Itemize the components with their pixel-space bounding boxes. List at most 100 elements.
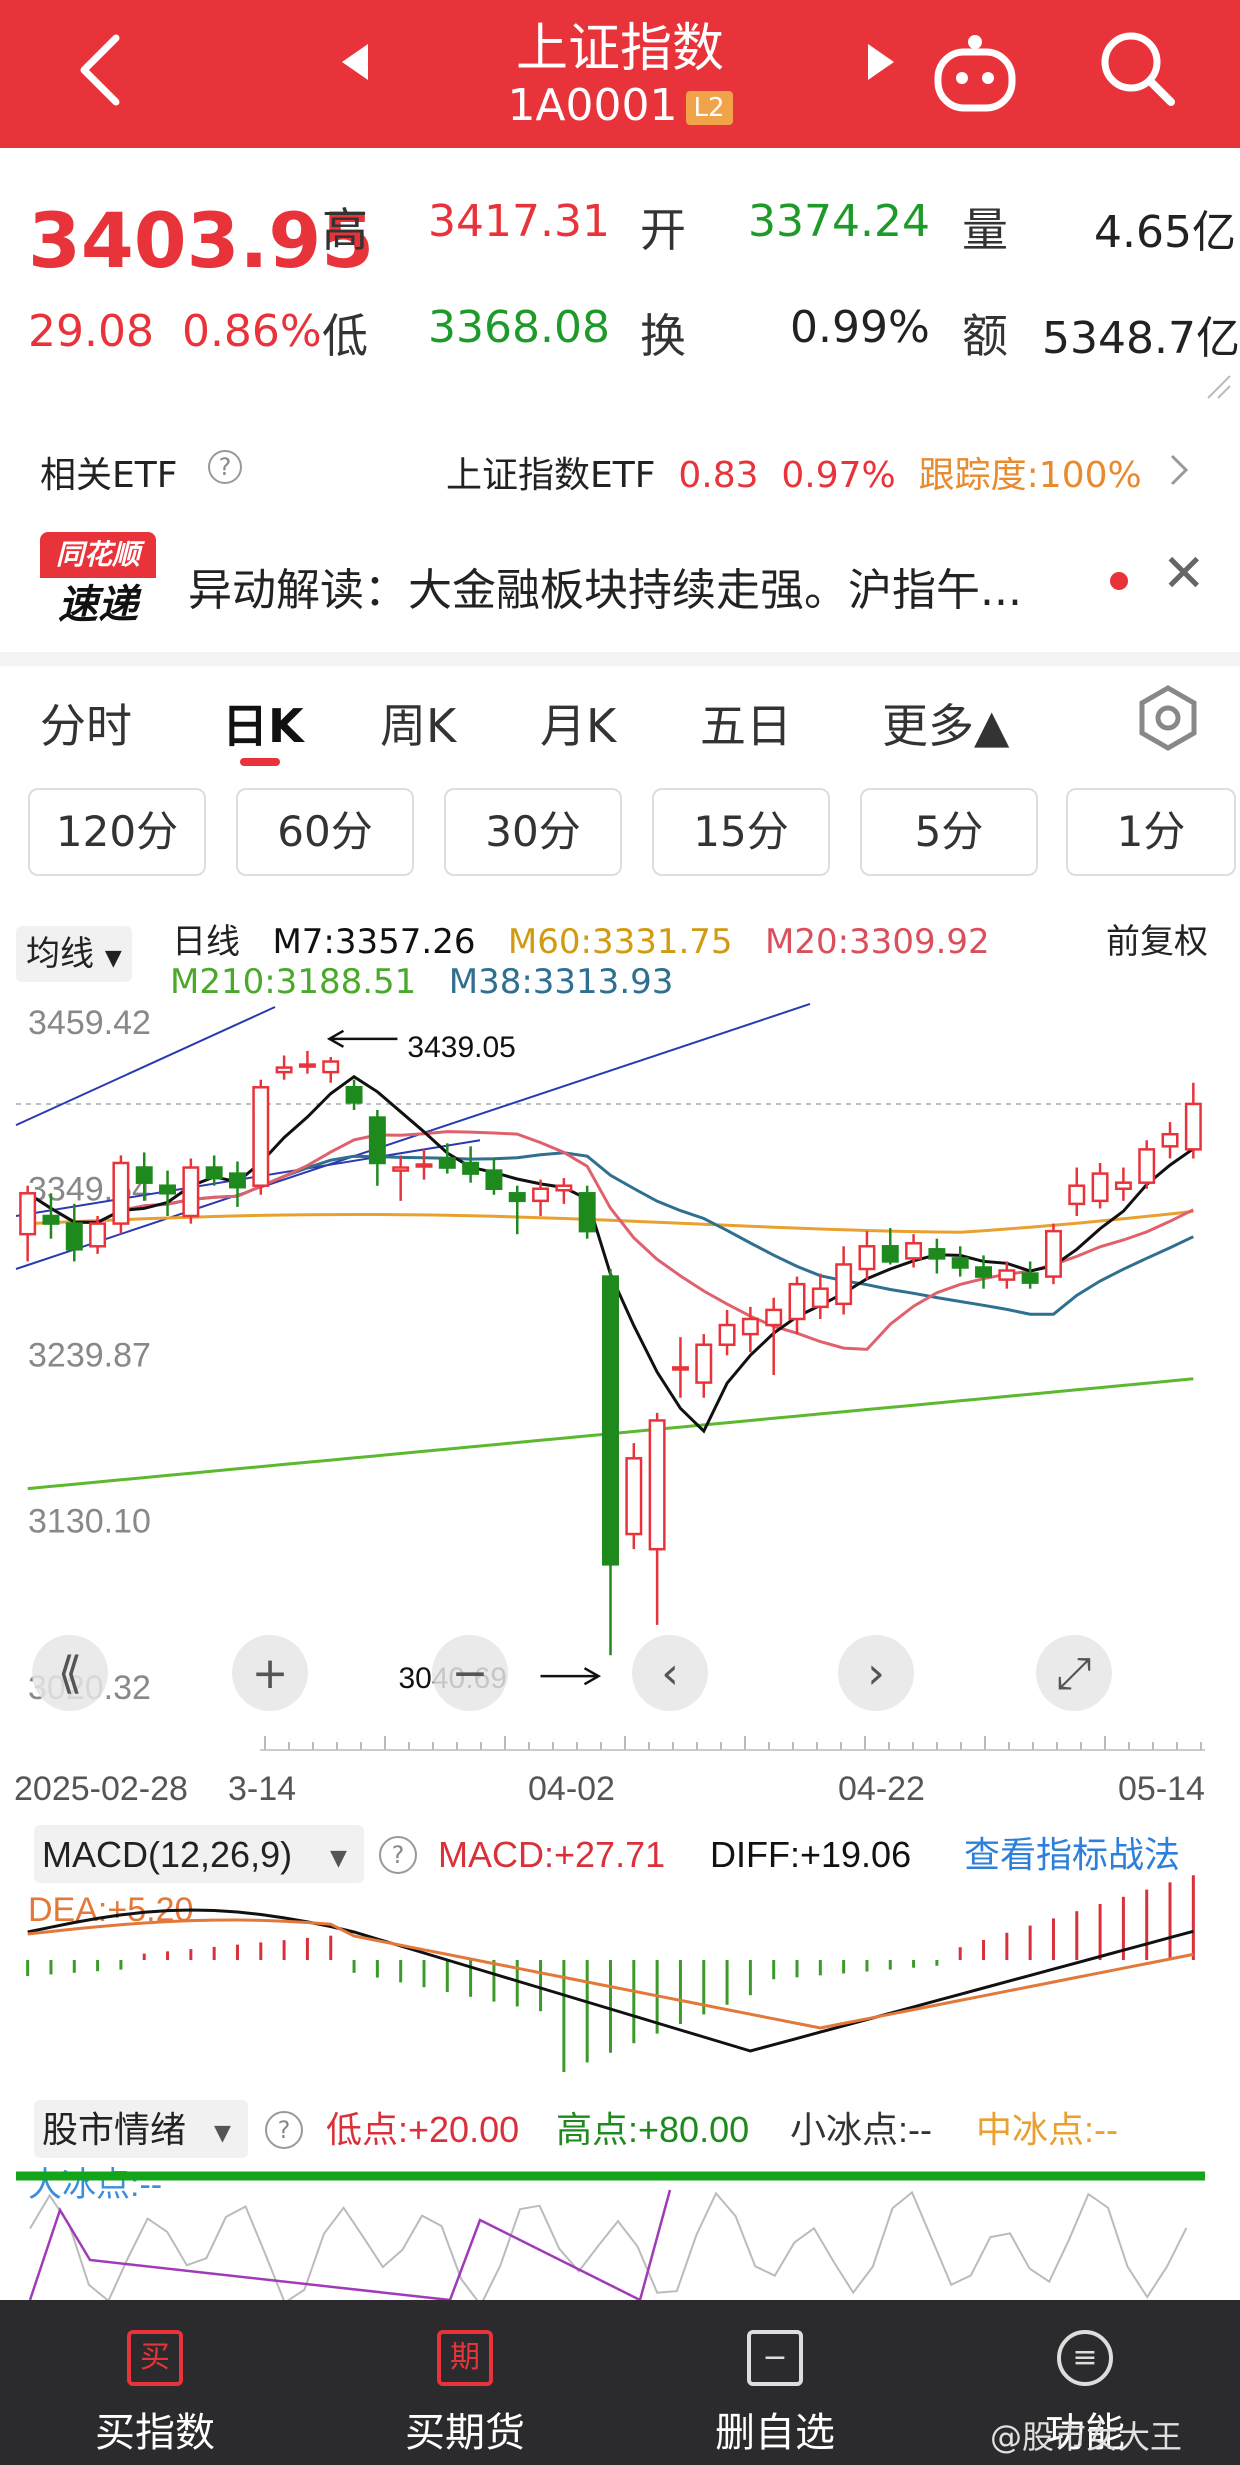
sentiment-selector-bg xyxy=(34,2100,248,2158)
open-value: 3374.24 xyxy=(748,196,930,247)
tab-intraday[interactable]: 分时 xyxy=(40,699,132,753)
volume-value: 4.65亿 xyxy=(1094,207,1236,258)
low-label: 低 xyxy=(322,309,368,363)
candle-body xyxy=(602,1275,619,1566)
period-60m-button[interactable]: 60分 xyxy=(236,788,414,876)
ma-selector[interactable]: 均线 ▼ xyxy=(16,926,132,982)
minus-icon: − xyxy=(747,2330,803,2386)
candle-body xyxy=(485,1169,503,1190)
candle-body xyxy=(1114,1181,1132,1190)
candle-body xyxy=(1138,1148,1156,1184)
search-icon[interactable] xyxy=(1095,26,1179,110)
x-axis-label: 04-22 xyxy=(838,1770,925,1808)
related-etf-label: 相关ETF xyxy=(40,455,178,496)
kline-chart-area: 均线 ▼ 日线 M7:3357.26 M60:3331.75 M20:3309.… xyxy=(0,900,1240,2300)
scroll-left-icon[interactable]: ‹ xyxy=(661,1648,679,1699)
menu-icon: ≡ xyxy=(1057,2330,1113,2386)
news-banner[interactable]: 同花顺 速递 异动解读：大金融板块持续走强。沪指午... ✕ xyxy=(0,520,1240,640)
chevron-right-icon[interactable] xyxy=(1168,452,1190,488)
candle-body xyxy=(648,1419,666,1551)
zoom-in-icon[interactable]: + xyxy=(252,1648,289,1699)
robot-assistant-icon[interactable] xyxy=(930,28,1020,118)
quote-panel: 3403.95 29.08 0.86% 高 3417.31 开 3374.24 … xyxy=(0,148,1240,408)
candle-body xyxy=(1161,1132,1179,1148)
low-arrow-head xyxy=(583,1667,602,1686)
help-icon xyxy=(379,1836,417,1874)
news-text[interactable]: 异动解读：大金融板块持续走强。沪指午... xyxy=(188,565,1022,616)
dropdown-icon: ▼ xyxy=(330,1846,347,1871)
period-5m-button[interactable]: 5分 xyxy=(860,788,1038,876)
open-label: 开 xyxy=(640,203,686,257)
functions-button[interactable]: ≡ 功能 xyxy=(930,2300,1240,2465)
close-icon[interactable]: ✕ xyxy=(1162,544,1206,604)
etf-price: 0.83 xyxy=(678,455,759,496)
kline-chart[interactable]: 3459.423349.543239.873130.103020.323439.… xyxy=(0,900,1240,2300)
tab-more[interactable]: 更多▲ xyxy=(882,699,1010,753)
candle-body xyxy=(625,1457,643,1536)
tonghuashun-logo: 同花顺 速递 xyxy=(40,532,156,632)
scroll-right-icon[interactable]: › xyxy=(867,1648,885,1699)
back-icon[interactable] xyxy=(72,30,132,110)
candle-body xyxy=(858,1245,876,1271)
indicator-strategy-link[interactable]: 查看指标战法 xyxy=(964,1834,1180,1875)
help-icon[interactable]: ? xyxy=(208,450,242,484)
adjust-mode[interactable]: 前复权 xyxy=(1106,922,1208,962)
corner-triangle-icon xyxy=(1207,375,1231,399)
etf-info[interactable]: 上证指数ETF 0.83 0.97% 跟踪度:100% xyxy=(446,446,1142,498)
next-stock-icon[interactable] xyxy=(866,42,896,82)
help-icon-glyph: ? xyxy=(278,2116,291,2144)
tab-daily-k[interactable]: 日K xyxy=(222,699,304,753)
sentiment-purple-line xyxy=(28,2189,672,2300)
sentiment-low: 低点:+20.00 xyxy=(326,2109,519,2150)
bottom-nav: 买 买指数 期 买期货 − 删自选 ≡ 功能 xyxy=(0,2300,1240,2465)
candle-body xyxy=(951,1257,969,1269)
high-value: 3417.31 xyxy=(428,196,610,247)
price-change-value: 29.08 xyxy=(28,306,154,357)
volume-label: 量 xyxy=(962,203,1008,257)
remove-watchlist-button[interactable]: − 删自选 xyxy=(620,2300,930,2465)
turnover-value: 0.99% xyxy=(790,302,930,353)
period-120m-button[interactable]: 120分 xyxy=(28,788,206,876)
period-30m-button[interactable]: 30分 xyxy=(444,788,622,876)
candle-body xyxy=(998,1269,1016,1281)
settings-icon[interactable] xyxy=(1134,684,1202,752)
zoom-out-far-icon[interactable]: ⟪ xyxy=(58,1648,82,1699)
candle-body xyxy=(555,1184,573,1192)
period-15m-button[interactable]: 15分 xyxy=(652,788,830,876)
x-axis-label: 05-14 xyxy=(1118,1770,1205,1808)
etf-pct: 0.97% xyxy=(781,455,896,496)
fullscreen-icon[interactable]: ⤢ xyxy=(1056,1648,1091,1699)
candle-body xyxy=(275,1066,293,1074)
prev-stock-icon[interactable] xyxy=(340,42,370,82)
candle-body xyxy=(229,1172,246,1189)
candle-body xyxy=(182,1166,200,1218)
price-change-pct: 0.86% xyxy=(181,306,322,357)
period-1m-button[interactable]: 1分 xyxy=(1066,788,1236,876)
candle-body xyxy=(975,1266,992,1278)
candle-body xyxy=(718,1323,736,1346)
ma60-value: M60:3331.75 xyxy=(507,922,733,962)
section-divider xyxy=(0,652,1240,666)
stock-code-text: 1A0001 xyxy=(507,80,678,131)
high-arrow-head xyxy=(326,1029,345,1048)
related-etf-row[interactable]: 相关ETF ? 上证指数ETF 0.83 0.97% 跟踪度:100% xyxy=(0,420,1240,510)
candle-body xyxy=(19,1192,37,1236)
high-label: 高 xyxy=(322,203,368,257)
candle-body xyxy=(42,1214,60,1225)
y-axis-label: 3459.42 xyxy=(28,1004,151,1042)
macd-selector-bg xyxy=(34,1825,364,1883)
level2-badge: L2 xyxy=(685,91,733,125)
candle-body xyxy=(578,1192,596,1233)
functions-label: 功能 xyxy=(1045,2410,1125,2456)
candle-body xyxy=(1091,1172,1109,1203)
candle-body xyxy=(298,1063,316,1068)
tab-monthly-k[interactable]: 月K xyxy=(540,699,617,753)
tab-weekly-k[interactable]: 周K xyxy=(380,699,457,753)
etf-tracking: 跟踪度:100% xyxy=(918,455,1142,496)
candle-body xyxy=(322,1060,340,1074)
turnover-label: 换 xyxy=(640,309,686,363)
buy-futures-button[interactable]: 期 买期货 xyxy=(310,2300,620,2465)
tab-five-day[interactable]: 五日 xyxy=(700,699,792,753)
buy-index-button[interactable]: 买 买指数 xyxy=(0,2300,310,2465)
zoom-out-icon[interactable]: − xyxy=(452,1648,489,1699)
